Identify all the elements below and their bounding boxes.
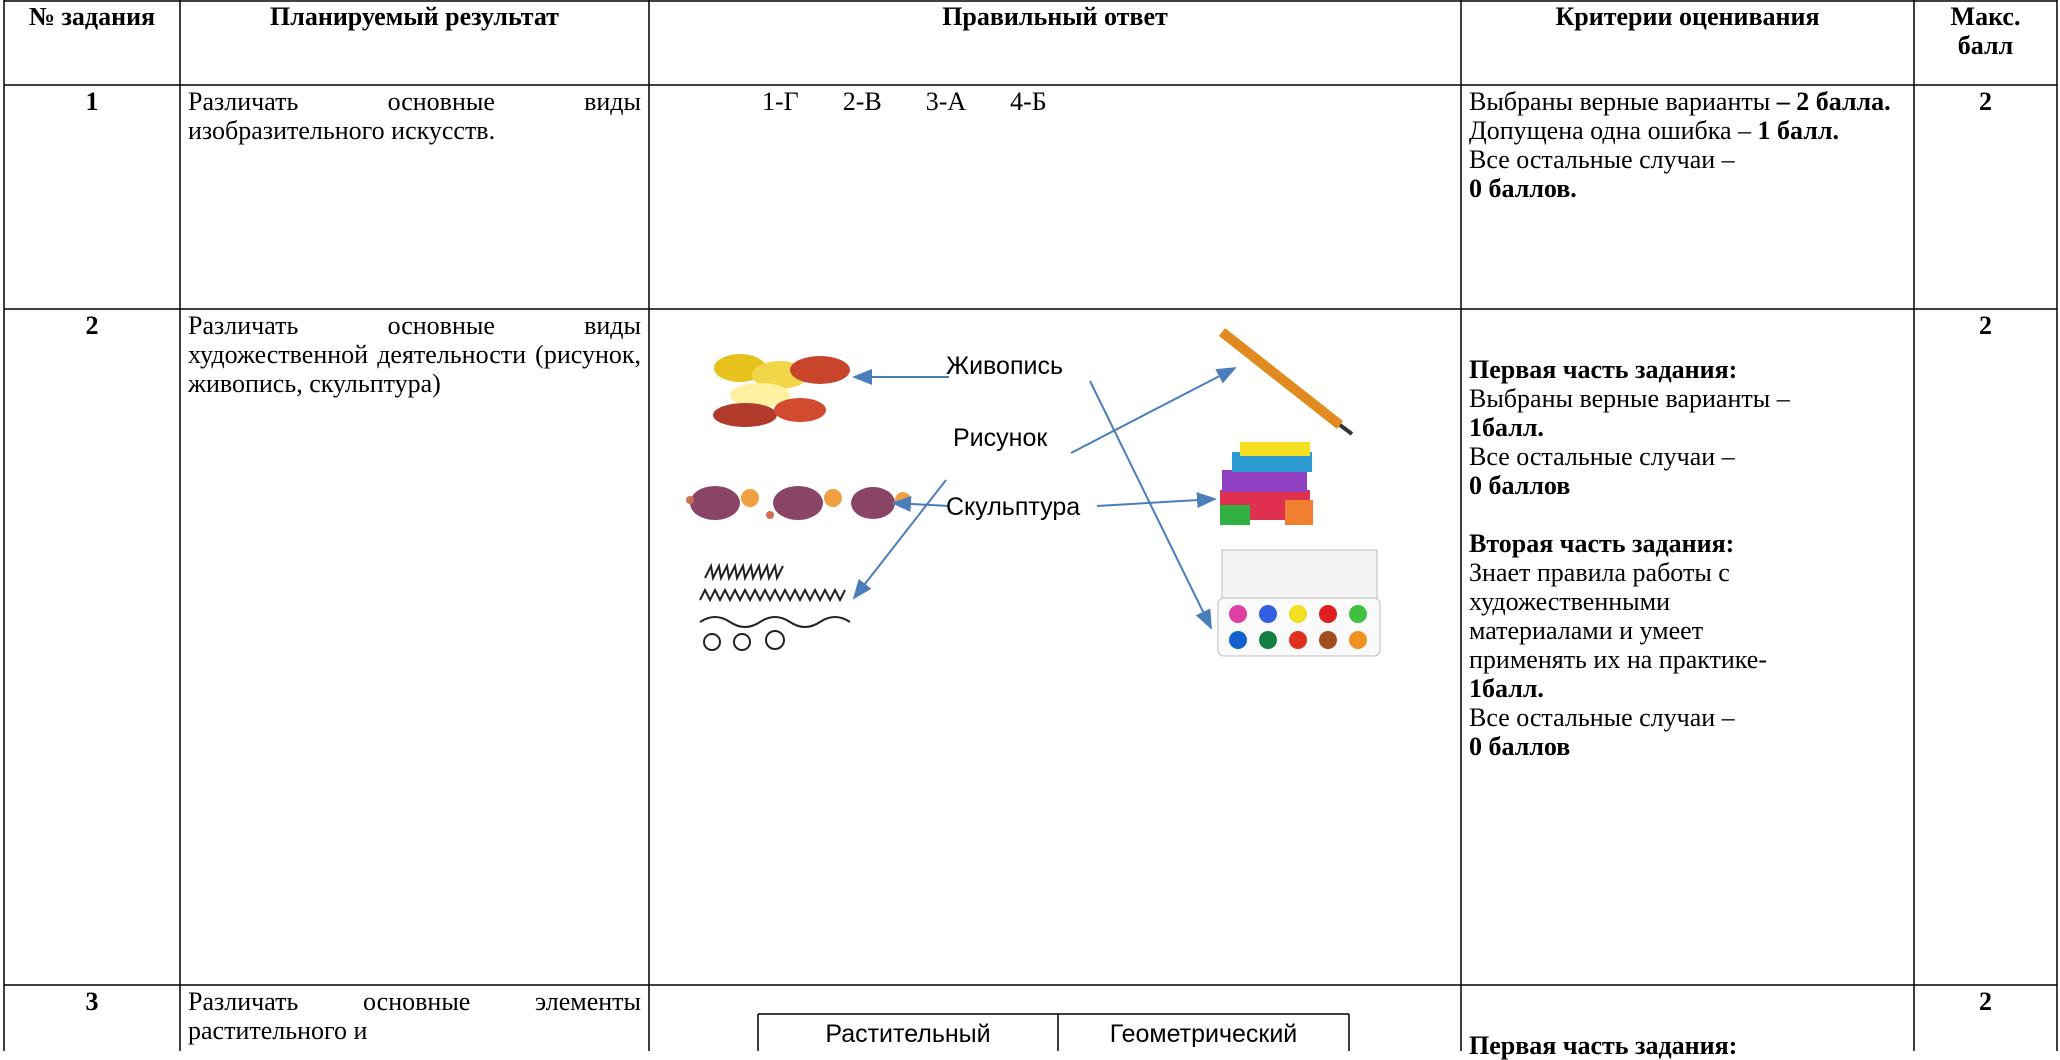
task-number: 1 — [85, 87, 99, 116]
criteria-text: – 2 балла. — [1776, 87, 1891, 116]
answer-cell: 1-Г 2-В 3-А 4-Б — [649, 85, 1461, 309]
pencil-image — [1218, 328, 1354, 436]
number-cell: 2 — [4, 309, 180, 985]
max-cell: 2 — [1914, 85, 2057, 309]
criteria-text: Знает правила работы с — [1469, 558, 1730, 587]
header-text: № задания — [28, 2, 156, 31]
criteria-text: материалами и умеет — [1469, 616, 1704, 645]
criteria-line: Первая часть задания: — [1469, 1031, 1906, 1060]
criteria-line: Выбраны верные варианты – 2 балла. — [1469, 87, 1906, 116]
answer-item: 2-В — [842, 87, 882, 116]
criteria-text: Вторая часть задания: — [1469, 529, 1735, 558]
criteria-text: Все остальные случаи – — [1469, 145, 1735, 174]
max-score: 2 — [1979, 311, 1992, 340]
number-cell: 1 — [4, 85, 180, 309]
petals-image — [713, 354, 850, 427]
criteria-line: Все остальные случаи – — [1469, 145, 1906, 174]
header-cell: Макс. балл — [1914, 0, 2057, 85]
criteria-line: Все остальные случаи – — [1469, 703, 1906, 732]
max-cell: 2 — [1914, 985, 2057, 1051]
criteria-line: применять их на практике- — [1469, 645, 1906, 674]
result-cell: Различать основные виды изобразительного… — [180, 85, 649, 309]
criteria-line: 0 баллов — [1469, 732, 1906, 761]
header-text: Критерии оценивания — [1555, 2, 1820, 31]
criteria-line: Вторая часть задания: — [1469, 529, 1906, 558]
criteria-line: 0 баллов — [1469, 471, 1906, 500]
header-text: Планируемый результат — [270, 2, 559, 31]
criteria-group: Выбраны верные варианты – 2 балла. Допуще… — [1469, 87, 1906, 203]
result-cell: Различать основные виды художественной д… — [180, 309, 649, 985]
max-score: 2 — [1979, 87, 1992, 116]
fish-image — [686, 486, 911, 520]
criteria-text: Первая часть задания: — [1469, 1031, 1738, 1060]
header-text: Макс. балл — [1950, 2, 2021, 60]
criteria-line: 1балл. — [1469, 413, 1906, 442]
max-score: 2 — [1979, 987, 1992, 1016]
criteria-line: 0 баллов. — [1469, 174, 1906, 203]
criteria-text: 0 баллов — [1469, 732, 1571, 761]
criteria-text: 1 балл. — [1757, 116, 1839, 145]
header-cell: Критерии оценивания — [1461, 0, 1914, 85]
criteria-cell: Первая часть задания: Выбраны верные вари… — [1461, 309, 1914, 985]
number-cell: 3 — [4, 985, 180, 1051]
criteria-line: Выбраны верные варианты – — [1469, 384, 1906, 413]
strokes-image — [699, 562, 851, 651]
arrows — [852, 367, 1237, 630]
answer-item: 3-А — [925, 87, 967, 116]
criteria-text: Выбраны верные варианты – — [1469, 384, 1790, 413]
answer-header: Растительный — [825, 1020, 991, 1048]
criteria-group: Первая часть задания: — [1469, 1031, 1906, 1060]
answer-item: 4-Б — [1010, 87, 1047, 116]
criteria-group: Первая часть задания: Выбраны верные вари… — [1469, 355, 1906, 500]
criteria-text: Все остальные случаи – — [1469, 442, 1735, 471]
plasticine-image — [1220, 442, 1313, 525]
criteria-group: Вторая часть задания: Знает правила работ… — [1469, 529, 1906, 761]
answer-header: Геометрический — [1109, 1020, 1298, 1048]
answer-label: Рисунок — [953, 424, 1048, 452]
criteria-text: Допущена одна ошибка – — [1469, 116, 1758, 145]
criteria-text: Выбраны верные варианты — [1469, 87, 1777, 116]
result-cell: Различать основные элементы растительног… — [180, 985, 649, 1051]
header-cell: Правильный ответ — [649, 0, 1461, 85]
answer-label: Скульптура — [946, 493, 1081, 521]
result-text: Различать основные элементы растительног… — [188, 987, 641, 1045]
criteria-line: Знает правила работы с — [1469, 558, 1906, 587]
criteria-text: 1балл. — [1469, 674, 1544, 703]
task-number: 2 — [85, 311, 99, 340]
criteria-text: 1балл. — [1469, 413, 1544, 442]
answer-cell — [649, 309, 1461, 985]
answer-item: 1-Г — [762, 87, 799, 116]
criteria-text: Первая часть задания: — [1469, 355, 1738, 384]
criteria-line: художественными — [1469, 587, 1906, 616]
criteria-line: материалами и умеет — [1469, 616, 1906, 645]
criteria-cell: Выбраны верные варианты – 2 балла. Допуще… — [1461, 85, 1914, 309]
criteria-text: применять их на практике- — [1469, 645, 1767, 674]
criteria-text: 0 баллов — [1469, 471, 1571, 500]
answer-label: Живопись — [946, 352, 1063, 380]
header-cell: Планируемый результат — [180, 0, 649, 85]
criteria-text: Все остальные случаи – — [1469, 703, 1735, 732]
criteria-line: 1балл. — [1469, 674, 1906, 703]
criteria-line: Все остальные случаи – — [1469, 442, 1906, 471]
criteria-text: художественными — [1469, 587, 1670, 616]
criteria-line: Первая часть задания: — [1469, 355, 1906, 384]
criteria-text: 0 баллов. — [1469, 174, 1577, 203]
result-text: Различать основные виды художественной д… — [188, 311, 641, 398]
paintbox-image — [1217, 549, 1381, 657]
task-number: 3 — [85, 987, 99, 1016]
criteria-line: Допущена одна ошибка – 1 балл. — [1469, 116, 1906, 145]
result-text: Различать основные виды изобразительного… — [188, 87, 641, 145]
header-text: Правильный ответ — [942, 2, 1168, 31]
header-cell: № задания — [4, 0, 180, 85]
max-cell: 2 — [1914, 309, 2057, 985]
criteria-cell: Первая часть задания: — [1461, 985, 1914, 1060]
drawings — [686, 328, 1381, 657]
